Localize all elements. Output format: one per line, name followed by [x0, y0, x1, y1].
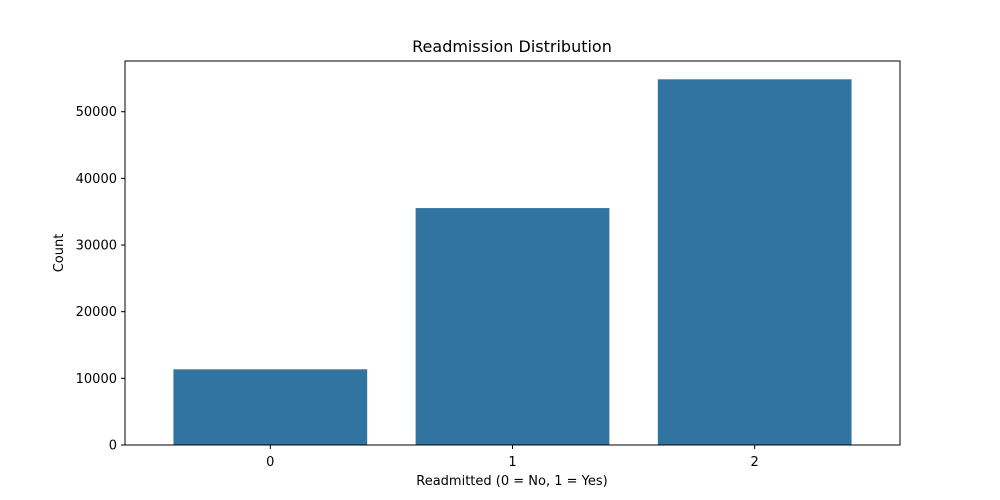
x-tick-label-1: 1 — [508, 455, 516, 470]
x-tick-label-2: 2 — [751, 455, 759, 470]
y-tick-label-0: 0 — [109, 439, 117, 454]
y-tick-label-30000: 30000 — [76, 239, 117, 254]
plot-area-frame — [124, 60, 901, 446]
y-tick-label-40000: 40000 — [76, 172, 117, 187]
y-tick-label-10000: 10000 — [76, 372, 117, 387]
chart-title: Readmission Distribution — [412, 37, 612, 56]
x-axis-ticks: 0 1 2 — [266, 445, 759, 470]
x-tick-label-0: 0 — [266, 455, 274, 470]
bar-0 — [173, 369, 368, 445]
bar-2 — [657, 79, 852, 445]
x-axis-label: Readmitted (0 = No, 1 = Yes) — [416, 474, 607, 489]
y-tick-label-50000: 50000 — [76, 105, 117, 120]
y-axis-ticks: 0 10000 20000 30000 40000 50000 — [76, 105, 125, 454]
bars-group — [173, 79, 852, 445]
y-axis-label: Count — [52, 234, 67, 273]
bar-1 — [415, 208, 610, 445]
y-tick-label-20000: 20000 — [76, 305, 117, 320]
